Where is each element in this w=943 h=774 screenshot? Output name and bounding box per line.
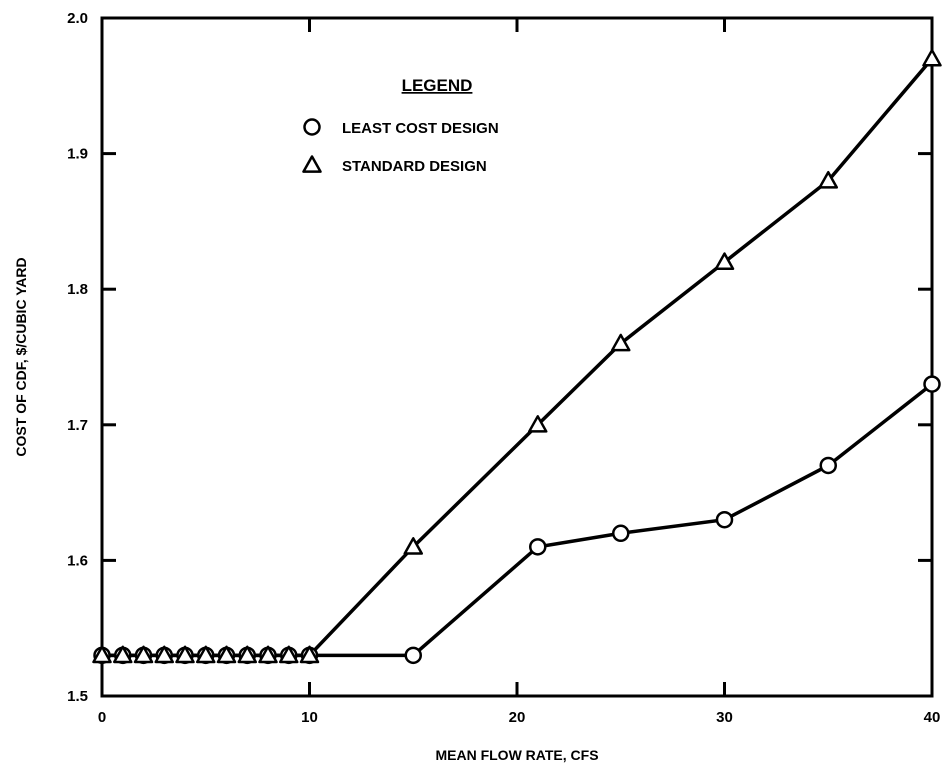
y-tick-label: 1.5	[67, 688, 88, 705]
x-tick-label: 30	[716, 709, 733, 726]
y-tick-label: 1.7	[67, 417, 88, 434]
x-tick-label: 20	[509, 709, 526, 726]
standard-design-point	[113, 645, 133, 664]
standard-design-point	[92, 645, 112, 664]
y-tick-label: 1.8	[67, 281, 88, 298]
standard-design-point	[279, 645, 299, 664]
standard-design-point	[299, 645, 320, 664]
legend: LEGEND LEAST COST DESIGN STANDARD DESIGN	[302, 76, 499, 175]
x-axis-label: MEAN FLOW RATE, CFS	[435, 747, 598, 763]
standard-design-point	[922, 48, 942, 67]
standard-design-point	[818, 170, 838, 189]
legend-title: LEGEND	[402, 76, 473, 95]
least-cost-design-point	[923, 375, 941, 393]
y-tick-label: 2.0	[67, 10, 88, 27]
standard-design-point	[714, 252, 735, 270]
legend-entry-label: STANDARD DESIGN	[342, 158, 487, 175]
standard-design-point	[528, 415, 548, 433]
standard-design-point	[403, 537, 423, 555]
x-tick-label: 40	[924, 709, 941, 726]
y-tick-label: 1.6	[67, 552, 88, 569]
standard-design-point	[237, 645, 257, 664]
axes: 0 10 20 30 40 1.5 1.6 1.7 1.8 1.9 2.0 MEAN FLOW RAT…	[13, 10, 940, 763]
standard-design-point	[175, 645, 195, 664]
circle-marker-icon	[303, 118, 321, 136]
least-cost-design-line	[102, 382, 934, 658]
standard-design-point	[258, 645, 278, 664]
y-axis-label: COST OF CDF, $/CUBIC YARD	[13, 257, 29, 456]
plot-frame	[100, 16, 934, 698]
least-cost-design-point	[715, 510, 734, 529]
x-tick-label: 0	[98, 709, 106, 726]
standard-design-point	[196, 645, 216, 664]
least-cost-design-point	[529, 538, 547, 556]
least-cost-design-point	[612, 524, 630, 543]
least-cost-design-point	[819, 456, 837, 475]
least-cost-design-point	[404, 646, 422, 665]
standard-design-point	[133, 645, 154, 664]
triangle-marker-icon	[302, 155, 322, 173]
standard-design-point	[611, 333, 631, 352]
legend-entry-label: LEAST COST DESIGN	[342, 120, 499, 137]
standard-design-point	[216, 645, 237, 664]
standard-design-point	[154, 645, 174, 664]
y-tick-label: 1.9	[67, 146, 88, 163]
x-tick-label: 10	[301, 709, 318, 726]
series-layer	[92, 48, 942, 665]
